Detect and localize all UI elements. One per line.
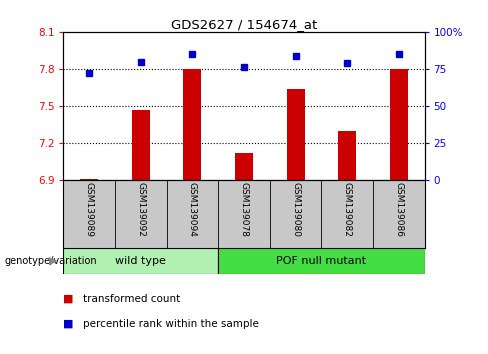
Bar <box>132 110 150 180</box>
Text: wild type: wild type <box>115 256 166 266</box>
Bar <box>390 69 408 180</box>
Text: ■: ■ <box>63 294 74 304</box>
Text: ■: ■ <box>63 319 74 329</box>
Bar <box>183 69 202 180</box>
Bar <box>63 248 218 274</box>
Text: ▶: ▶ <box>49 256 57 266</box>
Text: transformed count: transformed count <box>83 294 180 304</box>
Text: genotype/variation: genotype/variation <box>5 256 98 266</box>
Text: GSM139082: GSM139082 <box>343 182 352 237</box>
Text: GSM139094: GSM139094 <box>188 182 197 237</box>
Bar <box>286 89 305 180</box>
Bar <box>338 131 356 180</box>
Text: POF null mutant: POF null mutant <box>276 256 366 266</box>
Bar <box>80 179 98 180</box>
Bar <box>218 248 425 274</box>
Text: GSM139080: GSM139080 <box>291 182 300 237</box>
Title: GDS2627 / 154674_at: GDS2627 / 154674_at <box>171 18 317 31</box>
Text: GSM139089: GSM139089 <box>85 182 94 237</box>
Text: GSM139086: GSM139086 <box>394 182 403 237</box>
Bar <box>235 153 253 180</box>
Text: percentile rank within the sample: percentile rank within the sample <box>83 319 259 329</box>
Text: GSM139092: GSM139092 <box>136 182 145 237</box>
Text: GSM139078: GSM139078 <box>240 182 248 237</box>
